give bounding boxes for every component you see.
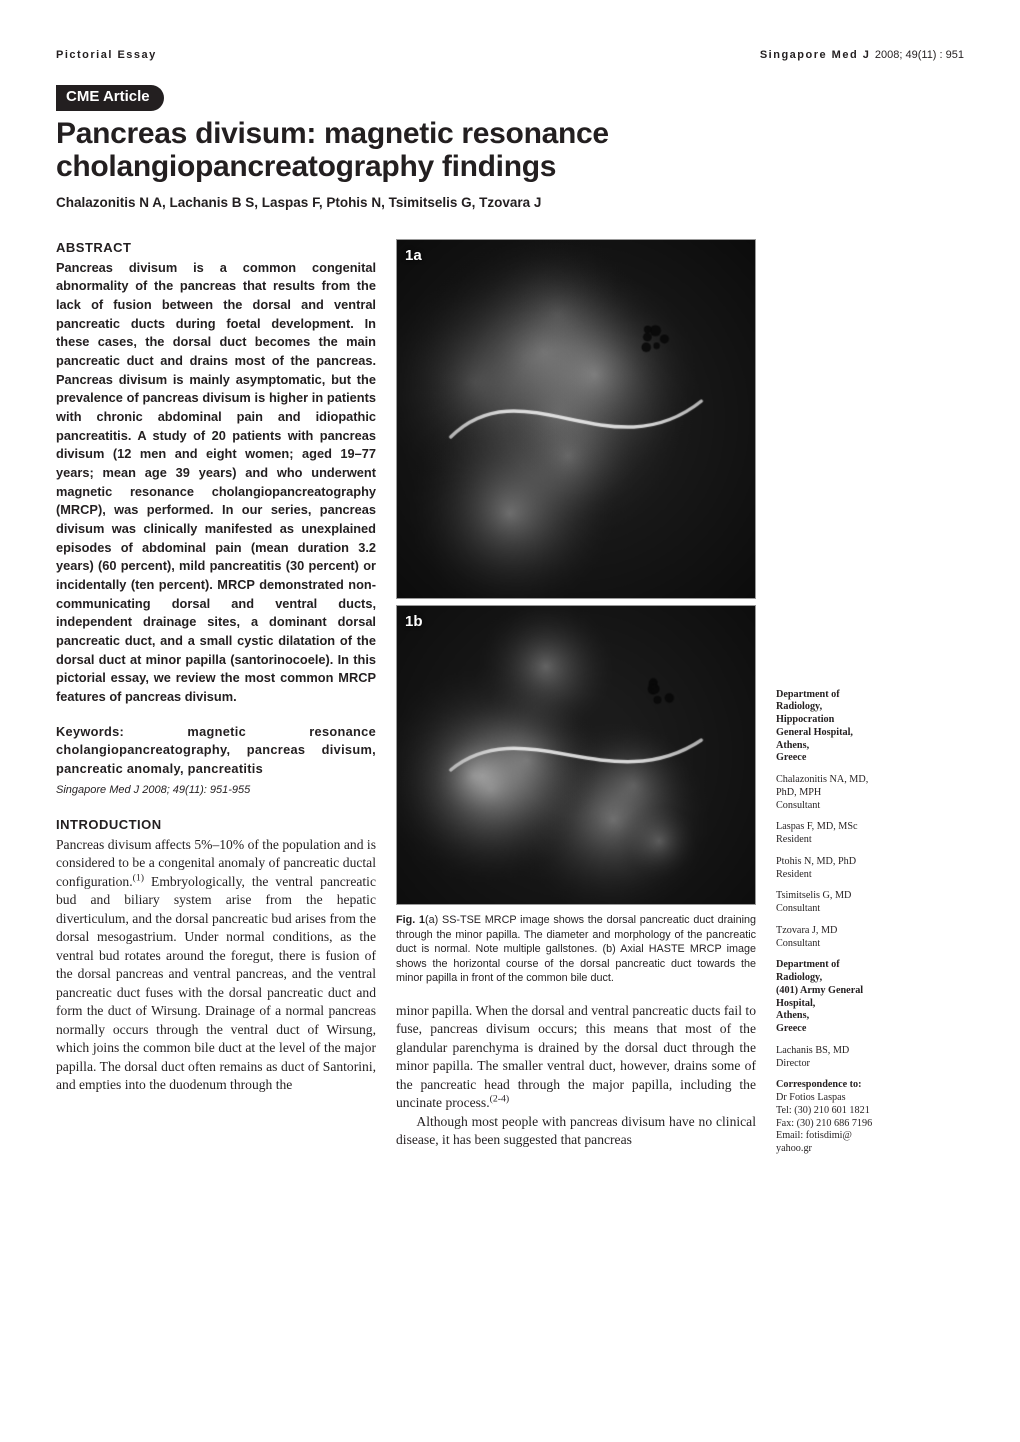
figure-stack: 1a 1b	[396, 239, 756, 905]
affiliation-line: Tsimitselis G, MD	[776, 890, 936, 903]
abstract-body: Pancreas divisum is a common congenital …	[56, 259, 376, 707]
affiliation-block: Tzovara J, MDConsultant	[776, 925, 936, 951]
runhead-right: Singapore Med J 2008; 49(11) : 951	[760, 48, 964, 63]
figure-1a: 1a	[396, 239, 756, 599]
mid-para-2: Although most people with pancreas divis…	[396, 1113, 756, 1150]
running-head: Pictorial Essay Singapore Med J 2008; 49…	[56, 48, 964, 63]
intro-p1b: Embryologically, the ventral pancreatic …	[56, 874, 376, 1092]
affiliation-line: Department of	[776, 959, 936, 972]
affiliation-block: Laspas F, MD, MScResident	[776, 821, 936, 847]
abstract-heading: ABSTRACT	[56, 239, 376, 257]
intro-heading: INTRODUCTION	[56, 816, 376, 834]
author-list: Chalazonitis N A, Lachanis B S, Laspas F…	[56, 194, 964, 213]
affiliation-line: Ptohis N, MD, PhD	[776, 856, 936, 869]
affiliation-line: General Hospital,	[776, 727, 936, 740]
cme-badge: CME Article	[56, 85, 164, 111]
figure-caption-lead: Fig. 1	[396, 914, 425, 926]
affiliation-block: Tsimitselis G, MDConsultant	[776, 890, 936, 916]
intro-paragraph: Pancreas divisum affects 5%–10% of the p…	[56, 836, 376, 1095]
affiliation-line: Hospital,	[776, 998, 936, 1011]
affiliation-line: Director	[776, 1058, 936, 1071]
affiliation-line: Consultant	[776, 938, 936, 951]
figure-caption-body: (a) SS-TSE MRCP image shows the dorsal p…	[396, 914, 756, 984]
affiliation-line: Chalazonitis NA, MD,	[776, 774, 936, 787]
affiliation-line: Department of	[776, 689, 936, 702]
affiliation-line: Radiology,	[776, 701, 936, 714]
affiliation-block: Ptohis N, MD, PhDResident	[776, 856, 936, 882]
three-column-layout: ABSTRACT Pancreas divisum is a common co…	[56, 239, 964, 1165]
left-column: ABSTRACT Pancreas divisum is a common co…	[56, 239, 376, 1095]
affiliation-block: Department ofRadiology,HippocrationGener…	[776, 689, 936, 766]
mid-para-1: minor papilla. When the dorsal and ventr…	[396, 1002, 756, 1113]
affiliation-line: (401) Army General	[776, 985, 936, 998]
affiliation-line: PhD, MPH	[776, 787, 936, 800]
affiliation-block: Department ofRadiology,(401) Army Genera…	[776, 959, 936, 1036]
affiliation-line: Laspas F, MD, MSc	[776, 821, 936, 834]
affiliation-block: Lachanis BS, MDDirector	[776, 1045, 936, 1071]
article-title: Pancreas divisum: magnetic resonance cho…	[56, 117, 964, 184]
runhead-issue: 2008; 49(11) : 951	[875, 49, 964, 61]
intro-cite-1: (1)	[133, 872, 144, 883]
affiliation-line: Athens,	[776, 740, 936, 753]
correspondence-line: Tel: (30) 210 601 1821	[776, 1105, 936, 1118]
citation: Singapore Med J 2008; 49(11): 951-955	[56, 783, 376, 798]
keywords-label: Keywords:	[56, 724, 124, 739]
mid-p1-text: minor papilla. When the dorsal and ventr…	[396, 1003, 756, 1110]
affiliation-line: Lachanis BS, MD	[776, 1045, 936, 1058]
figure-1b-label: 1b	[405, 612, 423, 633]
affiliation-line: Consultant	[776, 903, 936, 916]
affiliation-line: Tzovara J, MD	[776, 925, 936, 938]
affiliations-sidebar: Department ofRadiology,HippocrationGener…	[776, 239, 936, 1165]
runhead-left: Pictorial Essay	[56, 48, 157, 63]
affiliation-line: Resident	[776, 869, 936, 882]
affiliation-line: Resident	[776, 834, 936, 847]
affiliation-line: Radiology,	[776, 972, 936, 985]
correspondence: Correspondence to: Dr Fotios LaspasTel: …	[776, 1079, 936, 1156]
affiliation-line: Consultant	[776, 800, 936, 813]
figure-caption: Fig. 1(a) SS-TSE MRCP image shows the do…	[396, 913, 756, 986]
keywords: Keywords: magnetic resonance cholangiopa…	[56, 723, 376, 779]
affiliation-line: Greece	[776, 1023, 936, 1036]
figure-1b-image	[397, 606, 755, 904]
affiliation-block: Chalazonitis NA, MD,PhD, MPHConsultant	[776, 774, 936, 812]
runhead-journal: Singapore Med J	[760, 49, 875, 61]
figure-1b: 1b	[396, 605, 756, 905]
affiliation-line: Athens,	[776, 1010, 936, 1023]
figure-1a-image	[397, 240, 755, 598]
middle-column: 1a 1b Fig. 1(a) SS-TSE MRCP image shows …	[396, 239, 756, 1150]
affiliation-line: Hippocration	[776, 714, 936, 727]
correspondence-line: Dr Fotios Laspas	[776, 1092, 936, 1105]
mid-p1-cite: (2-4)	[490, 1094, 510, 1105]
figure-1a-label: 1a	[405, 246, 422, 267]
correspondence-line: yahoo.gr	[776, 1143, 936, 1156]
affiliation-line: Greece	[776, 752, 936, 765]
correspondence-heading: Correspondence to:	[776, 1079, 936, 1092]
correspondence-line: Email: fotisdimi@	[776, 1130, 936, 1143]
correspondence-line: Fax: (30) 210 686 7196	[776, 1118, 936, 1131]
